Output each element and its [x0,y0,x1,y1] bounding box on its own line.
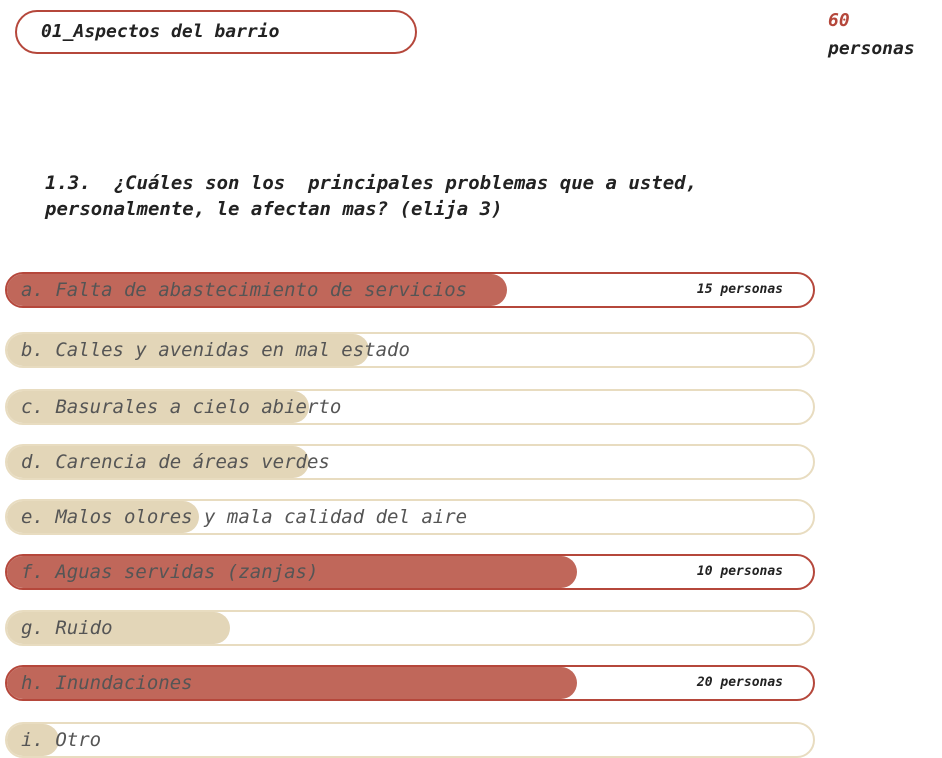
option-label: g. Ruido [21,617,113,639]
option-label: b. Calles y avenidas en mal estado [21,339,410,361]
option-fill [7,274,507,306]
count: 60 [828,10,850,31]
option-fill [7,501,199,533]
option: a. Falta de abastecimiento de servicios 1… [5,272,815,308]
option-fill [7,612,230,644]
option-fill [7,724,59,756]
option-fill [7,334,369,366]
option-fill [7,446,309,478]
option-note: 20 personas [696,675,783,690]
option: d. Carencia de áreas verdes [5,444,815,480]
option-label: i. Otro [21,729,102,751]
option-label: e. Malos olores y mala calidad del aire [21,506,468,528]
option: g. Ruido [5,610,815,646]
option-fill [7,391,309,423]
option-fill [7,667,577,699]
option-note: 15 personas [696,282,783,297]
option: i. Otro [5,722,815,758]
section-title: 01_Aspectos del barrio [15,10,417,54]
option-label: f. Aguas servidas (zanjas) [21,561,319,583]
option-label: c. Basurales a cielo abierto [21,396,342,418]
option: e. Malos olores y mala calidad del aire [5,499,815,535]
question-line: 1.3. ¿Cuáles son los principales problem… [45,172,698,194]
count-unit: personas [828,38,915,59]
option: h. Inundaciones 20 personas [5,665,815,701]
option: c. Basurales a cielo abierto [5,389,815,425]
option-fill [7,556,577,588]
option: f. Aguas servidas (zanjas) 10 personas [5,554,815,590]
option-note: 10 personas [696,564,783,579]
question-line: personalmente, le afectan mas? (elija 3) [45,198,503,220]
option-label: h. Inundaciones [21,672,193,694]
option: b. Calles y avenidas en mal estado [5,332,815,368]
option-label: d. Carencia de áreas verdes [21,451,330,473]
option-label: a. Falta de abastecimiento de servicios [21,279,468,301]
